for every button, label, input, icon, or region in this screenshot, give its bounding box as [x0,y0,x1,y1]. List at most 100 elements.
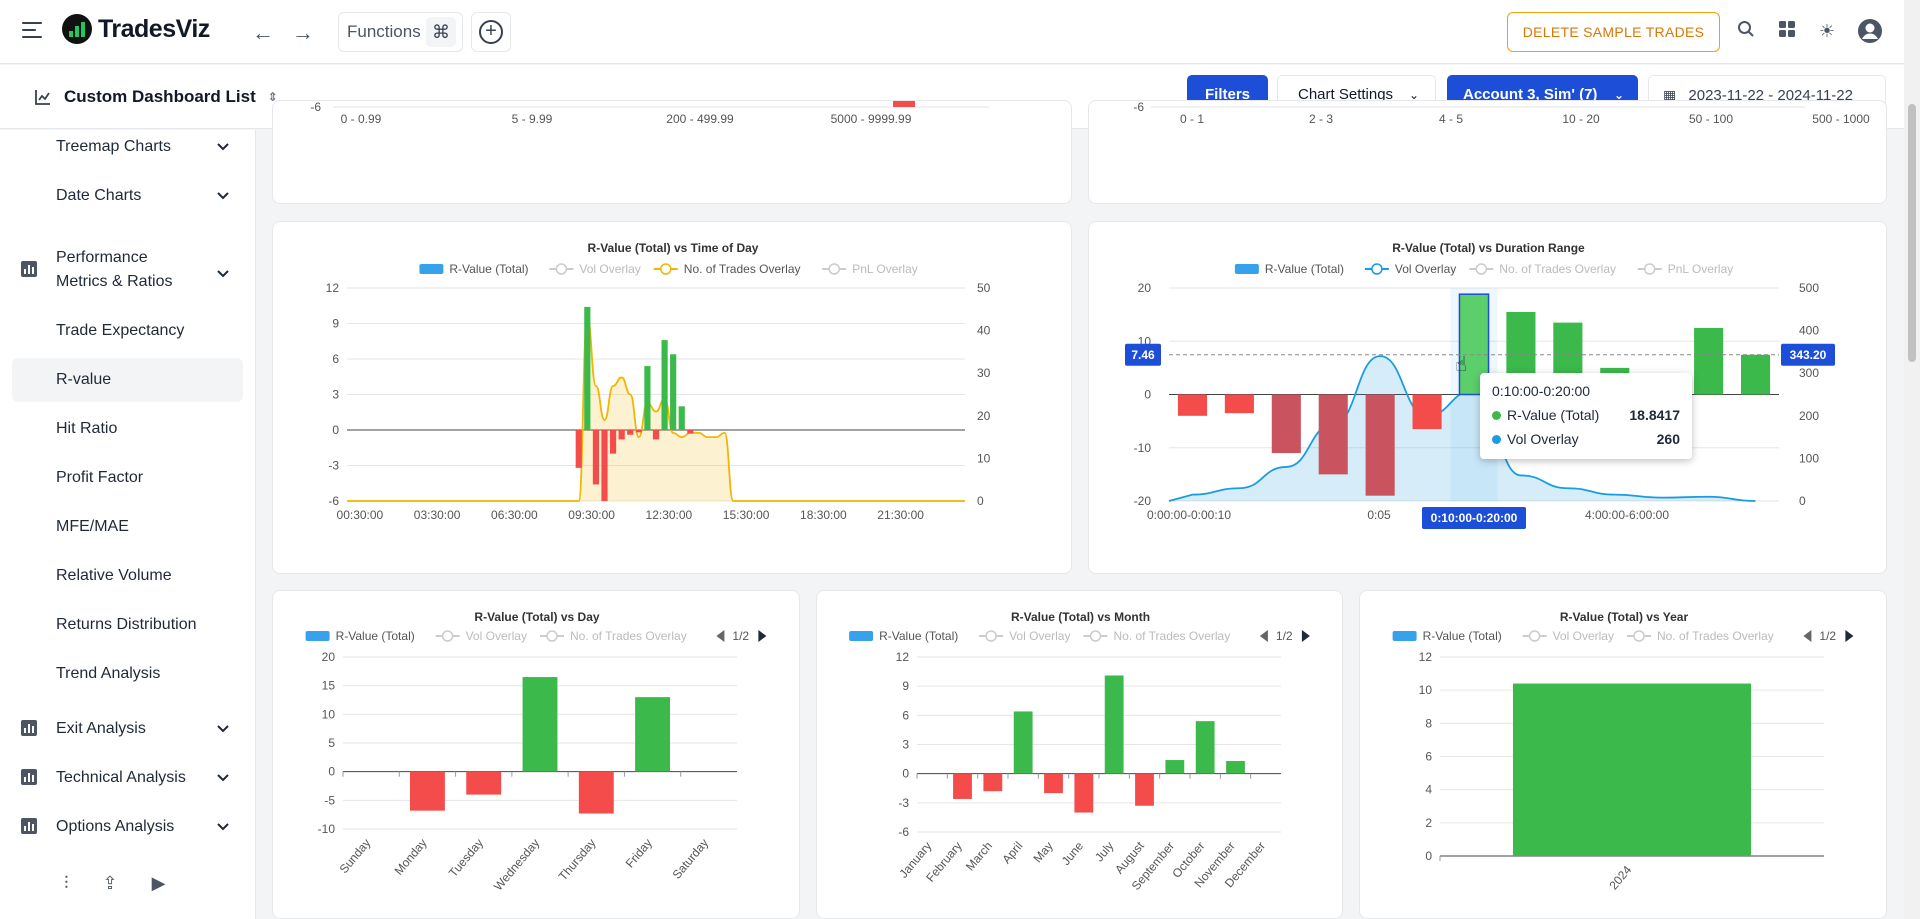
bar [1013,711,1033,774]
functions-button[interactable]: Functions ⌘ [338,12,463,52]
bar [578,771,614,814]
sliders-icon[interactable]: ⫶ [64,873,69,893]
series-dot [1492,434,1501,444]
sidebar-item-performance-metrics-ratios[interactable]: Performance Metrics & Ratios [12,242,243,298]
legend-label: No. of Trades Overlay [684,262,801,276]
sidebar-item-label: Hit Ratio [56,420,118,437]
sidebar-item-treemap-charts[interactable]: Treemap Charts [12,125,243,169]
bar [1740,354,1771,395]
overlay-area [347,317,965,501]
x-tick-label: March [963,839,995,874]
chevron-down-icon: ⌄ [1613,88,1624,102]
y-tick-label: 9 [332,317,339,331]
y2-tick-label: 200 [1799,409,1819,423]
sort-updown-icon: ⇕ [267,90,278,104]
tooltip-row: R-Value (Total) 18.8417 [1492,407,1680,423]
back-arrow-icon[interactable]: ← [252,20,274,45]
chart-settings-label: Chart Settings [1298,86,1394,103]
sidebar-item-label: Trade Expectancy [56,322,185,339]
y-tick-label: 20 [1138,281,1152,295]
chart-title: R-Value (Total) vs Month [1011,610,1150,624]
x-tick-label: June [1059,839,1087,868]
sidebar-item-relative-volume[interactable]: Relative Volume [12,554,243,598]
chart-bar-icon [20,260,38,278]
chevron-down-icon[interactable] [217,138,229,154]
user-avatar-icon[interactable] [1857,18,1882,43]
y2-tick-label: 500 [1799,281,1819,295]
y-tick-label: 0 [902,767,909,781]
theme-sun-icon[interactable]: ☀ [1818,21,1836,41]
add-button[interactable]: + [471,12,511,52]
legend-marker [1371,263,1383,275]
dashboard-selector[interactable]: Custom Dashboard List ⇕ [34,87,278,107]
y2-tick-label: 100 [1799,451,1819,465]
sidebar-item-trade-expectancy[interactable]: Trade Expectancy [12,309,243,353]
legend-label: No. of Trades Overlay [570,629,687,643]
sidebar-item-label: Date Charts [56,187,142,204]
menu-icon[interactable] [22,22,42,40]
forward-arrow-icon[interactable]: → [292,20,314,45]
sidebar-item-label: Profit Factor [56,469,144,486]
sidebar-item-technical-analysis[interactable]: Technical Analysis [12,756,243,800]
bar [627,430,634,435]
sidebar-item-mfe-mae[interactable]: MFE/MAE [12,505,243,549]
sidebar-item-returns-distribution[interactable]: Returns Distribution [12,603,243,647]
apps-grid-icon[interactable] [1776,20,1798,42]
bar [1177,394,1208,416]
bar [670,354,677,430]
bar [678,406,685,430]
bar [1195,721,1215,774]
y-tick-label: -6 [310,101,321,114]
legend-marker [1528,630,1541,642]
legend-label: Vol Overlay [1395,262,1456,276]
chart-tooltip: 0:10:00-0:20:00 R-Value (Total) 18.8417 … [1480,373,1692,459]
sidebar-item-exit-analysis[interactable]: Exit Analysis [12,707,243,751]
chevron-down-icon[interactable] [217,261,229,285]
bar [1226,761,1245,774]
legend-label: R-Value (Total) [336,629,415,643]
chart-line-icon [35,90,50,105]
sidebar-footer: ⫶ ⇪ ▶ [64,873,165,894]
sidebar-item-trend-analysis[interactable]: Trend Analysis [12,652,243,696]
y-tick-label: -10 [1134,441,1152,455]
y2-tick-label: 300 [1799,366,1819,380]
chevron-down-icon[interactable] [217,720,229,736]
x-tick-label: 03:30:00 [414,508,461,522]
pager-next-icon [1845,630,1854,642]
chevron-down-icon[interactable] [217,769,229,785]
bar [652,430,660,440]
chart-card-year: R-Value (Total) vs Year R-Value (Total) Vo… [1359,590,1887,919]
tooltip-title: 0:10:00-0:20:00 [1492,383,1591,399]
chevron-down-icon[interactable] [217,187,229,203]
bar [584,306,591,430]
legend-marker [828,263,840,275]
y-tick-label: 0 [1425,849,1432,863]
sidebar-item-profit-factor[interactable]: Profit Factor [12,456,243,500]
y-tick-label: -10 [318,822,336,836]
y2-tick-label: 10 [977,451,991,465]
video-play-icon[interactable]: ▶ [151,873,166,893]
hand-cursor-icon: ☝ [1455,354,1468,376]
chevron-down-icon: ⌄ [1408,88,1419,102]
bar [893,101,915,107]
upload-icon[interactable]: ⇪ [102,873,118,893]
tooltip-row-label: R-Value (Total) [1507,407,1600,423]
bar [1044,773,1063,794]
scrollbar-thumb[interactable] [1908,104,1916,362]
search-icon[interactable] [1735,20,1757,42]
page-scrollbar[interactable] [1904,0,1920,919]
x-tick-label: Monday [392,836,430,878]
x-tick-label: 5000 - 9999.99 [831,112,912,126]
y-tick-label: 10 [322,707,336,721]
sidebar-item-r-value[interactable]: R-value [12,358,243,402]
app-logo[interactable]: TradesViz [62,14,210,44]
bar [1165,760,1185,774]
plus-icon: + [479,20,503,44]
chevron-down-icon[interactable] [217,818,229,834]
sidebar-item-date-charts[interactable]: Date Charts [12,174,243,218]
chart-bar-icon [20,719,38,737]
sidebar-item-options-analysis[interactable]: Options Analysis [12,805,243,849]
delete-sample-trades-button[interactable]: DELETE SAMPLE TRADES [1507,12,1720,52]
calendar-icon: ▦ [1663,87,1677,103]
sidebar-item-hit-ratio[interactable]: Hit Ratio [12,407,243,451]
